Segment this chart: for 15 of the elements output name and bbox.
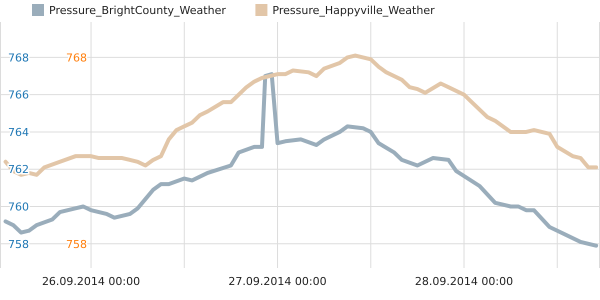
legend-label: Pressure_BrightCounty_Weather xyxy=(49,4,226,17)
line-series xyxy=(4,54,598,177)
y-tick-label: 768 xyxy=(8,51,29,64)
x-tick-label: 28.09.2014 00:00 xyxy=(414,275,514,288)
y2-tick-label: 758 xyxy=(66,238,87,251)
y-tick-label: 762 xyxy=(8,163,29,176)
y-tick-label: 760 xyxy=(8,200,29,214)
x-tick-label: 27.09.2014 00:00 xyxy=(228,275,327,288)
y2-tick-label: 768 xyxy=(66,51,87,64)
line-series xyxy=(4,72,598,248)
y-tick-label: 766 xyxy=(8,88,29,102)
y-tick-label: 758 xyxy=(8,238,29,251)
legend-label: Pressure_Happyville_Weather xyxy=(272,4,436,17)
y-tick-label: 764 xyxy=(8,126,29,139)
x-tick-label: 26.09.2014 00:00 xyxy=(42,275,140,288)
